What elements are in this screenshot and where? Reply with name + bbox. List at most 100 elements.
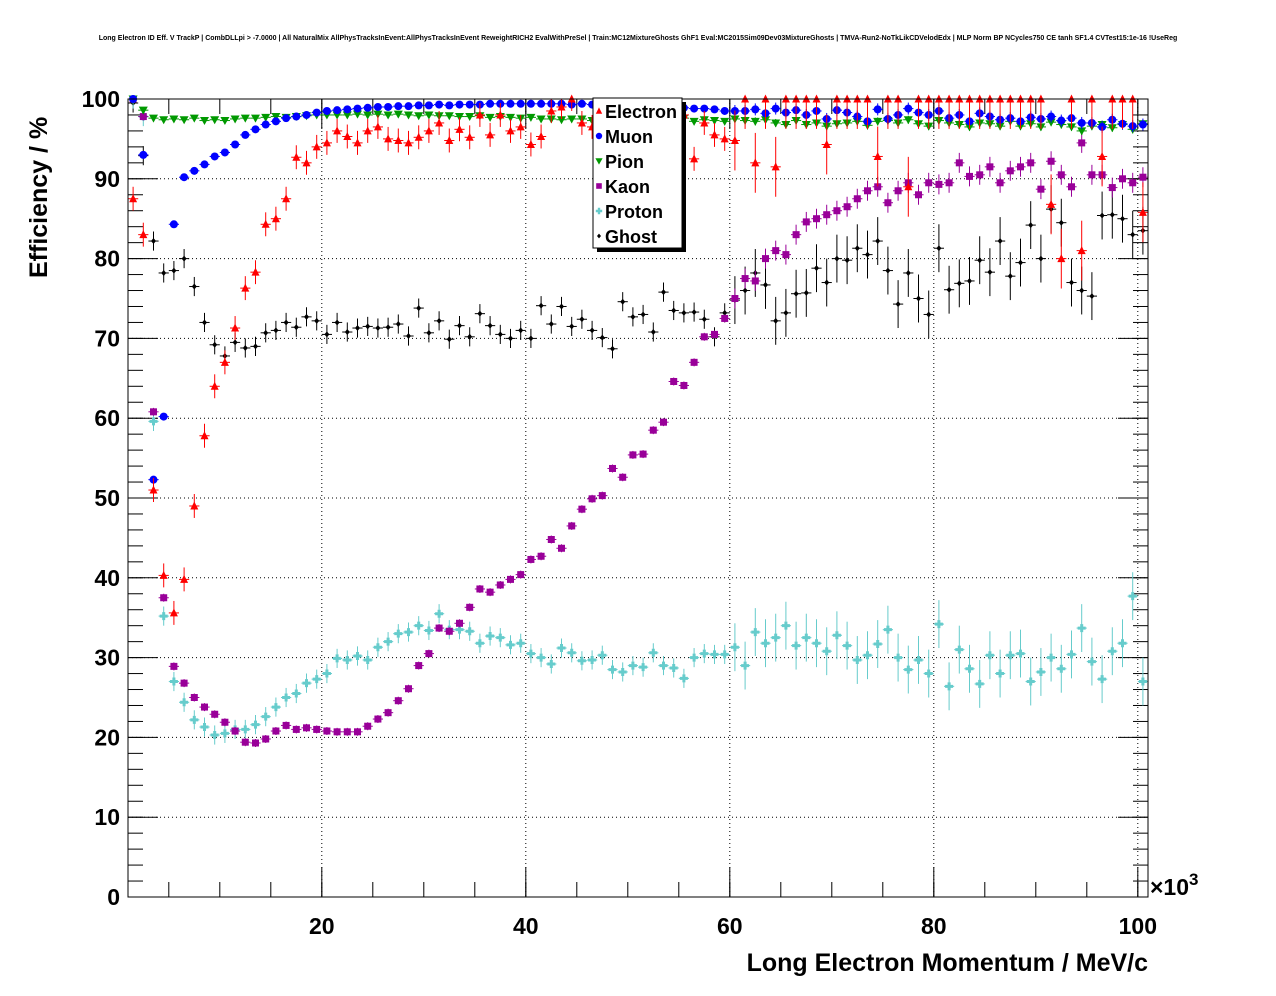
data-point-ghost [497,331,503,338]
data-point-kaon [1139,173,1147,181]
x-tick-label: 40 [513,913,539,939]
y-tick-label: 100 [82,86,120,112]
data-point-ghost [283,319,289,326]
data-point-muon [363,103,372,112]
data-point-electron [465,132,474,141]
data-point-ghost [640,311,646,318]
data-point-ghost [395,321,401,328]
legend-label-proton: Proton [605,202,663,222]
data-point-proton [516,639,525,648]
data-point-proton [404,628,413,637]
data-point-ghost [161,269,167,276]
data-point-electron [363,126,372,135]
data-point-muon [1077,118,1086,127]
data-point-muon [180,173,189,182]
data-point-proton [832,631,841,640]
data-point-kaon [211,710,219,718]
data-point-proton [1087,657,1096,666]
data-point-ghost [722,309,728,316]
data-point-muon [190,166,199,175]
data-point-kaon [1108,184,1116,192]
data-point-ghost [242,344,248,351]
data-point-ghost [151,238,156,245]
data-point-kaon [1047,157,1055,165]
data-point-pion [689,117,699,126]
data-point-ghost [589,327,595,334]
y-tick-label: 60 [94,405,120,431]
data-point-electron [720,134,729,143]
data-point-pion [771,119,781,128]
x-multiplier: ×103 [1150,870,1198,900]
data-point-ghost [416,305,422,312]
data-point-muon [251,125,260,134]
data-point-electron [690,154,699,163]
data-point-muon [271,117,280,126]
data-point-electron [404,138,413,147]
data-point-kaon [466,603,474,611]
data-point-ghost [793,290,799,297]
data-point-ghost [681,309,687,316]
data-point-muon [465,100,474,109]
data-point-proton [771,633,780,642]
data-point-kaon [619,473,627,481]
data-point-kaon [864,187,871,195]
data-point-ghost [1058,219,1064,226]
data-point-kaon [833,207,841,215]
data-point-kaon [721,314,729,322]
data-point-proton [588,655,597,664]
data-point-kaon [384,709,392,717]
data-point-proton [312,675,321,684]
data-point-ghost [875,238,881,245]
data-point-ghost [1109,211,1115,218]
y-tick-label: 10 [94,804,120,830]
data-point-proton [975,679,984,688]
data-point-electron [394,135,403,144]
x-axis-title: Long Electron Momentum / MeV/c [747,949,1149,977]
data-point-kaon [354,728,361,736]
data-point-ghost [946,286,952,293]
data-point-pion [750,117,760,126]
data-point-muon [169,220,178,229]
data-point-ghost [895,301,901,308]
data-point-ghost [253,343,258,350]
data-point-kaon [894,187,902,195]
data-point-kaon [170,662,178,670]
data-point-proton [169,677,178,686]
data-point-kaon [884,199,892,207]
data-point-proton [210,731,219,740]
data-point-kaon [547,535,555,543]
data-point-kaon [527,555,535,563]
data-point-ghost [620,298,626,305]
legend-marker-proton [595,207,603,215]
data-point-pion [1046,118,1056,127]
data-point-muon [720,106,729,115]
data-point-pion [189,114,199,123]
data-point-electron [373,122,382,131]
data-point-ghost [263,329,269,336]
data-point-kaon [700,333,708,341]
data-point-electron [547,106,556,115]
data-point-proton [934,620,943,629]
data-point-muon [1047,112,1056,121]
data-point-electron [751,158,760,167]
x-tick-label: 100 [1119,913,1157,939]
tick-labels: 0 10 20 30 40 50 60 70 80 90 100 20 40 60 80 100 [82,86,1157,939]
data-point-kaon [150,408,157,416]
data-point-ghost [569,323,575,330]
legend-marker-ghost [597,233,601,239]
data-point-kaon [976,171,984,179]
data-point-electron [710,130,719,139]
data-point-muon [210,152,219,161]
data-point-electron [1138,207,1147,216]
data-point-muon [414,101,423,110]
grid-lines [128,99,1148,897]
legend: Electron Muon Pion Kaon Proton Ghost [592,97,686,252]
data-point-muon [292,112,301,121]
y-axis-title: Efficiency / % [25,117,53,278]
data-point-electron [1098,151,1107,160]
data-point-kaon [323,727,331,735]
data-point-pion [455,113,464,122]
data-point-kaon [670,377,678,385]
data-point-ghost [701,316,707,323]
data-point-muon [526,99,535,108]
